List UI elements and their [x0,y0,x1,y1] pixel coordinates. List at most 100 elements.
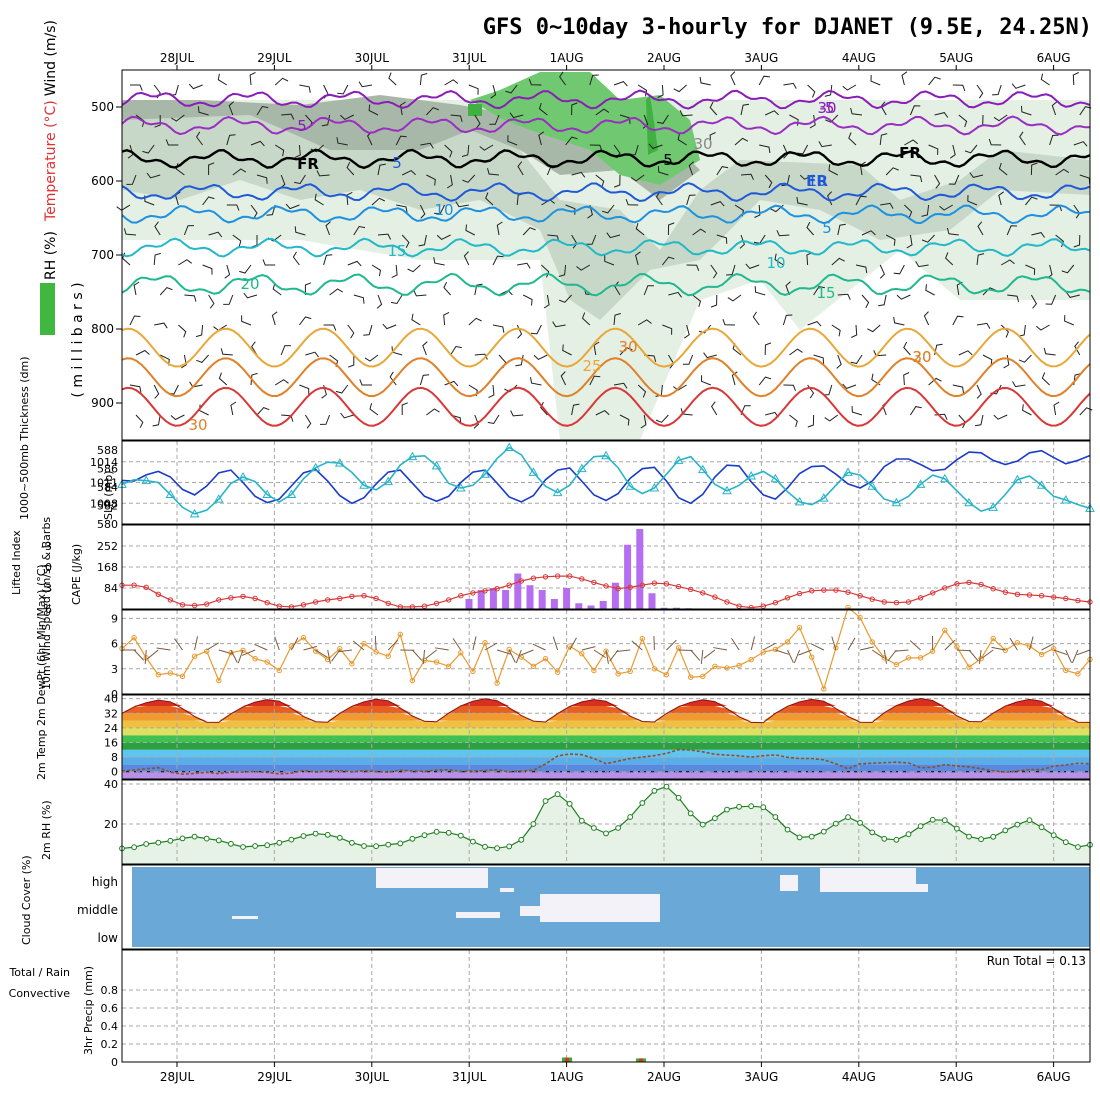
wind-barb [1025,264,1036,275]
contour-label: FR [297,155,319,173]
wind-barb [909,105,921,116]
rh-point [917,823,924,830]
wind-surface-barb [147,649,159,660]
wind-barb [837,223,846,236]
wind-speed-point [869,639,875,645]
x-tick-label-bottom: 1AUG [550,1070,584,1084]
wind-barb [764,342,772,356]
wind-barb [504,384,518,393]
wind-barb [401,402,408,415]
lifted-index-point [845,589,851,595]
rh-point [627,814,634,820]
contour-label: -5 [820,99,835,117]
wind-barb [782,314,793,326]
wind-barb [601,204,615,214]
wind-barb [1079,106,1092,116]
wind-barb [1021,105,1032,116]
contour-label: FR [899,144,921,162]
wind-barb [952,384,964,394]
x-tick-label-top: 1AUG [550,51,584,65]
wind-surface-barb [887,649,897,662]
wind-barb [948,174,960,185]
temp-tick-label: 40 [104,693,118,706]
lifted-index-point [591,579,597,586]
wind-barb [910,174,923,183]
wind-barb [292,251,300,266]
wind-barb [976,322,991,329]
wind-barb [710,201,725,207]
chart-title: GFS 0~10day 3-hourly for DJANET (9.5E, 2… [483,15,1092,40]
wind-barb [1043,347,1056,356]
wind-speed-point [482,640,488,646]
cloud-ylabel: Cloud Cover (%) [20,855,33,945]
wind-surface-barb [883,649,887,664]
cloud-block [540,894,660,922]
wind-barb [686,194,696,206]
wind-speed-point [1063,667,1069,674]
wind-barb [530,324,542,335]
thickness-point [601,450,611,460]
precip-tick-label: 0.6 [101,1002,119,1015]
wind-speed-point [458,650,464,656]
wind-speed-point [252,656,258,662]
rh-point [748,803,755,810]
x-tick-label-top: 5AUG [939,51,973,65]
wind-barb [722,319,736,326]
wind-barb [1074,341,1081,356]
wind-barb [758,75,770,86]
wind-barb [420,142,434,149]
wind-surface-barb [133,649,145,661]
wind-speed-point [433,659,440,665]
thickness-point [843,467,853,476]
wind-surface-barb [290,637,299,651]
wind-barb [485,192,494,206]
wind-barb [571,171,586,178]
wind-surface-barb [520,649,534,656]
temp-line [121,697,1091,724]
wind-surface-barb [859,646,874,651]
thickness-tick-label: 586 [97,463,118,476]
wind-barb [540,401,548,416]
wind-barb [934,112,949,118]
wind-speed-point [1014,640,1021,646]
rh-tick-label: 20 [104,818,118,831]
wind-barb [806,221,814,236]
upper-ylabel-rh: RH (%) [43,231,59,280]
wind-surface-barb [1053,649,1068,656]
wind-barb [256,174,268,184]
lifted-index-point [155,591,162,597]
wind-surface-barb [690,649,701,661]
x-tick-label-bottom: 3AUG [744,1070,778,1084]
wind-barb [226,134,236,146]
wind-barb [789,348,803,356]
wind-barb [945,252,954,266]
upper-ylabel-group: RH (%) Temperature (°C) Wind (m/s) [43,20,59,280]
wind-barb [183,225,195,236]
lifted-index-point [772,600,779,606]
thickness-point [625,481,636,490]
lifted-index-point [361,593,367,599]
wind-barb [281,113,295,120]
rh-point [796,834,803,841]
upper-ylabel-wind: Wind (m/s) [43,20,59,96]
contour-label: 30 [618,338,637,356]
wind-barb [401,234,410,249]
rh-legend-swatch [40,283,55,335]
wind-barb [153,252,161,266]
wind-surface-barb [750,636,756,651]
wind-barb [842,383,857,389]
wind-barb [710,294,718,308]
contour-label: 30 [912,348,931,366]
wind-barb [199,404,209,416]
wind-barb [903,341,911,356]
wind-barb [1064,315,1074,326]
wind-surface-barb [496,649,511,655]
wind-barb [880,202,894,209]
wind-barb [135,349,150,356]
wind-barb [754,286,766,296]
wind-speed-point [591,667,597,674]
rh-point [808,833,815,840]
wind-speed-point [724,665,730,671]
wind-barb [783,82,797,89]
wind-surface-barb [337,649,352,653]
